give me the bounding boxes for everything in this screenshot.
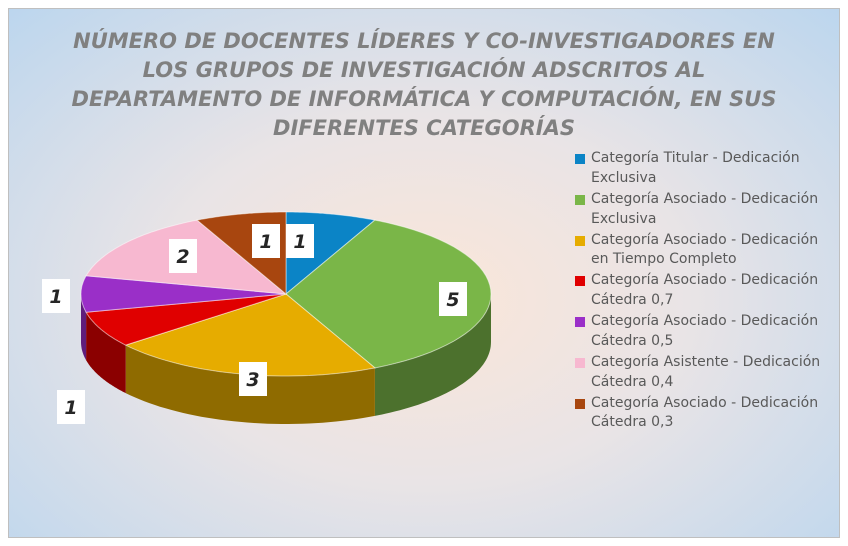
legend-item: Categoría Asociado - Dedicación Cátedra … (575, 394, 837, 434)
data-label: 1 (64, 397, 77, 419)
legend-item: Categoría Asociado - Dedicación Cátedra … (575, 271, 837, 311)
data-label: 1 (259, 231, 272, 253)
legend-swatch (575, 398, 585, 409)
data-label: 2 (176, 246, 189, 268)
legend: Categoría Titular - Dedicación Exclusiva… (575, 149, 837, 434)
legend-label: Categoría Asistente - Dedicación Cátedra… (591, 353, 821, 390)
data-label-box (57, 390, 85, 424)
slice-side (374, 294, 491, 416)
legend-swatch (575, 194, 585, 205)
legend-label: Categoría Asociado - Dedicación Cátedra … (591, 272, 819, 309)
legend-label: Categoría Asociado - Dedicación Cátedra … (591, 394, 819, 431)
legend-swatch (575, 357, 585, 368)
legend-label: Categoría Asociado - Dedicación Cátedra … (591, 313, 819, 349)
legend-item: Categoría Asistente - Dedicación Cátedra… (575, 353, 837, 393)
legend-label: Categoría Asociado - Dedicación Exclusiv… (591, 190, 819, 227)
legend-item: Categoría Asociado - Dedicación en Tiemp… (575, 231, 837, 271)
legend-label: Categoría Asociado - Dedicación en Tiemp… (591, 231, 819, 268)
data-label-box (252, 224, 280, 258)
legend-swatch (575, 317, 585, 327)
chart-title: NÚMERO DE DOCENTES LÍDERES Y CO-INVESTIG… (71, 29, 777, 140)
legend-item: Categoría Titular - Dedicación Exclusiva (575, 149, 837, 189)
legend-swatch (575, 276, 585, 287)
data-label: 5 (446, 289, 459, 311)
legend-item: Categoría Asociado - Dedicación Cátedra … (575, 312, 837, 352)
legend-label: Categoría Titular - Dedicación Exclusiva (591, 150, 800, 186)
data-label-box (42, 279, 70, 313)
pie-slice (85, 293, 287, 346)
data-label-box (239, 362, 267, 396)
legend-swatch (575, 154, 585, 164)
legend-item: Categoría Asociado - Dedicación Exclusiv… (575, 190, 837, 230)
data-label: 1 (293, 231, 306, 253)
data-label: 3 (246, 369, 259, 391)
data-label: 1 (49, 286, 62, 308)
data-label-box (439, 282, 467, 316)
slice-side (86, 312, 126, 394)
data-label-box (286, 224, 314, 258)
pie-slice (80, 275, 287, 313)
legend-swatch (575, 235, 585, 246)
data-label-box (169, 239, 197, 273)
pie-slice (285, 219, 492, 369)
